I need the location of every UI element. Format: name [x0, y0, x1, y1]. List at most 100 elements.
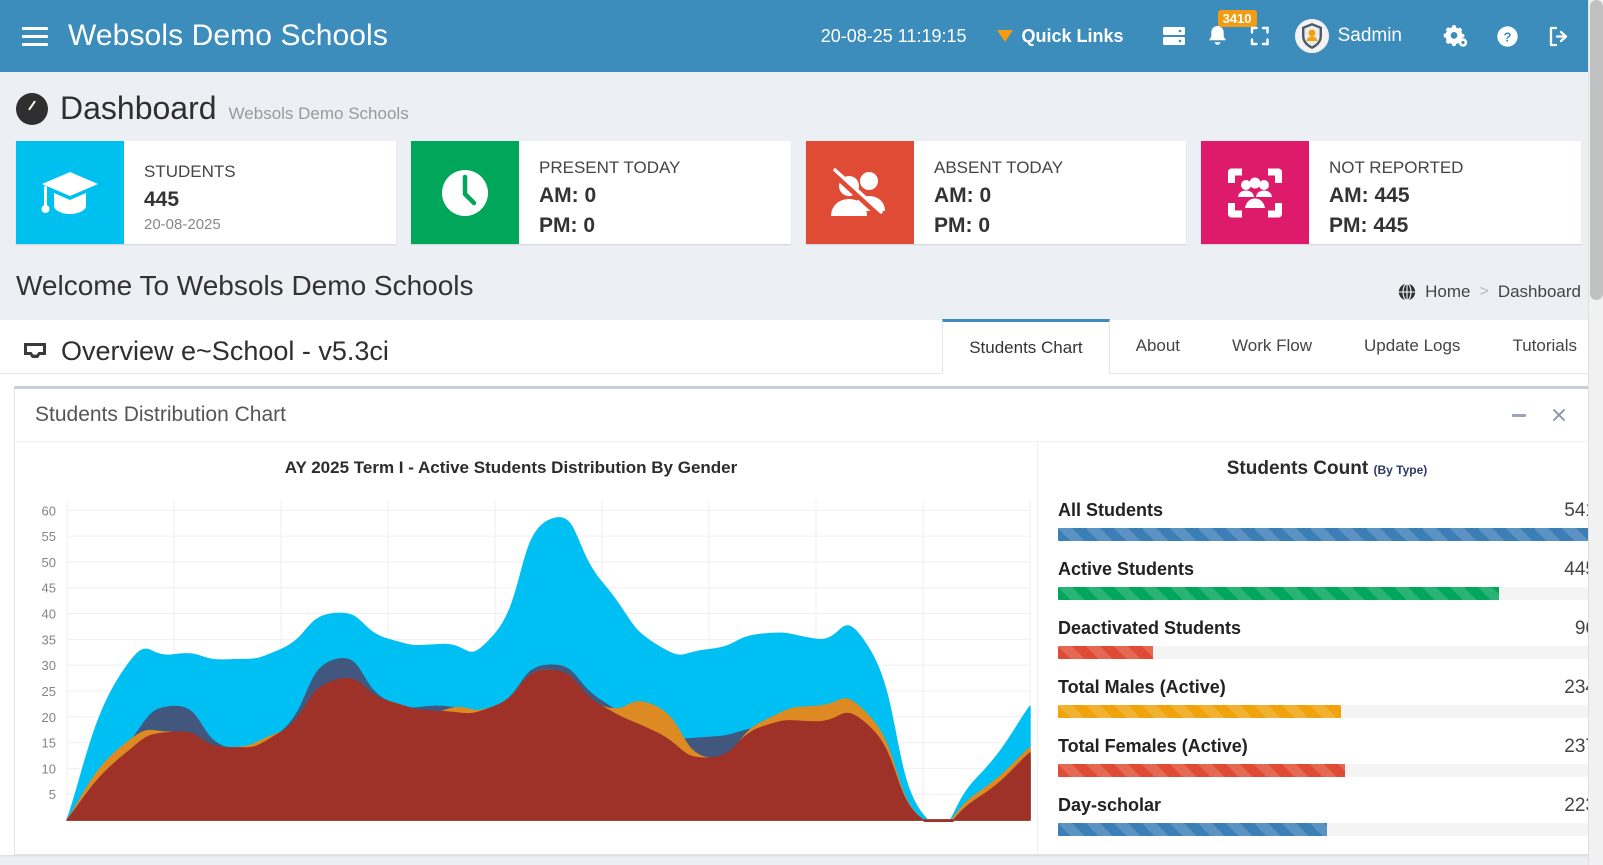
students-count-list: All Students 541 Active Students 445 Deactiv…: [1058, 500, 1596, 836]
help-icon[interactable]: ?: [1482, 0, 1533, 72]
count-progress-track: [1058, 587, 1596, 600]
svg-text:55: 55: [42, 529, 56, 544]
clock-icon: [411, 141, 519, 244]
content-header: Dashboard Websols Demo Schools: [0, 72, 1603, 127]
navbar-right-group: 20-08-25 11:19:15 Quick Links 3410: [821, 0, 1585, 72]
stat-card-not-reported[interactable]: NOT REPORTED AM: 445 PM: 445: [1201, 141, 1581, 244]
count-label: Day-scholar: [1058, 795, 1162, 815]
minimize-icon[interactable]: [1510, 406, 1528, 424]
svg-text:?: ?: [1504, 29, 1512, 44]
svg-text:35: 35: [42, 632, 56, 647]
stat-card-present-today[interactable]: PRESENT TODAY AM: 0 PM: 0: [411, 141, 791, 244]
brand-title: Websols Demo Schools: [68, 19, 388, 52]
settings-gear-icon[interactable]: [1428, 0, 1482, 72]
chart-panel-tools: [1510, 406, 1568, 424]
username-label[interactable]: Sadmin: [1337, 25, 1402, 46]
triangle-down-icon: [996, 30, 1013, 42]
chart-title: AY 2025 Term I - Active Students Distrib…: [284, 458, 738, 477]
welcome-title: Welcome To Websols Demo Schools: [16, 270, 474, 301]
chart-panel: Students Distribution Chart AY 2025 Term…: [0, 374, 1603, 855]
tab-update-logs[interactable]: Update Logs: [1364, 336, 1461, 355]
count-row: Total Males (Active) 234: [1058, 677, 1596, 699]
tab-students-chart[interactable]: Students Chart: [942, 319, 1110, 374]
chart-panel-inner: Students Distribution Chart AY 2025 Term…: [14, 386, 1596, 855]
students-distribution-area-chart[interactable]: 5 10 15 20 25 30 35 40 45 50 55 60: [15, 492, 1037, 830]
svg-text:5: 5: [49, 787, 56, 802]
page-scrollbar-thumb[interactable]: [1590, 0, 1603, 300]
count-item: Deactivated Students 96: [1058, 618, 1596, 659]
stat-sub: 20-08-2025: [144, 216, 221, 234]
notification-bell-icon[interactable]: 3410: [1196, 0, 1257, 72]
count-progress-track: [1058, 823, 1596, 836]
count-label: Total Males (Active): [1058, 677, 1226, 697]
svg-text:25: 25: [42, 684, 56, 699]
breadcrumb-separator: >: [1479, 283, 1489, 300]
svg-text:60: 60: [42, 503, 56, 518]
count-progress-bar: [1058, 764, 1345, 777]
students-count-title: Students Count (By Type): [1058, 458, 1596, 480]
chart-panel-header: Students Distribution Chart: [15, 389, 1588, 442]
fullscreen-icon[interactable]: [1239, 0, 1281, 72]
page-title: Dashboard: [60, 90, 217, 126]
globe-icon: [1398, 283, 1416, 301]
clock-display: 20-08-25 11:19:15: [820, 25, 967, 46]
count-item: Total Males (Active) 234: [1058, 677, 1596, 718]
stat-card-body: PRESENT TODAY AM: 0 PM: 0: [519, 141, 680, 244]
count-label: Deactivated Students: [1058, 618, 1242, 638]
stat-value-am: AM: 0: [539, 184, 597, 207]
count-progress-bar: [1058, 705, 1341, 718]
svg-text:30: 30: [42, 658, 56, 673]
students-count-heading: Students Count: [1226, 458, 1369, 479]
stat-value-pm: PM: 0: [934, 213, 991, 237]
tab-work-flow[interactable]: Work Flow: [1232, 336, 1313, 355]
tabs-group: Students Chart About Work Flow Update Lo…: [942, 319, 1603, 374]
overview-title-group: Overview e~School - v5.3ci: [22, 336, 389, 373]
overview-box-header: Overview e~School - v5.3ci Students Char…: [0, 319, 1603, 374]
count-progress-track: [1058, 646, 1596, 659]
stat-label: ABSENT TODAY: [934, 158, 1064, 178]
tab-tutorials[interactable]: Tutorials: [1512, 336, 1577, 355]
count-item: Day-scholar 223: [1058, 795, 1596, 836]
chart-canvas-wrap: 5 10 15 20 25 30 35 40 45 50 55 60: [15, 492, 1037, 830]
page-scrollbar[interactable]: [1588, 0, 1603, 865]
overview-title: Overview e~School - v5.3ci: [61, 336, 389, 366]
breadcrumb-home[interactable]: Home: [1425, 282, 1471, 301]
chart-panel-title: Students Distribution Chart: [35, 403, 286, 426]
tab-about[interactable]: About: [1135, 336, 1181, 355]
stat-value-pm: PM: 445: [1329, 213, 1409, 237]
count-progress-track: [1058, 764, 1596, 777]
page-title-row: Dashboard Websols Demo Schools: [16, 90, 1581, 127]
stat-card-students[interactable]: STUDENTS 445 20-08-2025: [16, 141, 396, 244]
server-icon[interactable]: [1152, 0, 1196, 72]
svg-text:45: 45: [42, 581, 56, 596]
stat-card-absent-today[interactable]: ABSENT TODAY AM: 0 PM: 0: [806, 141, 1186, 244]
quick-links-button[interactable]: Quick Links: [996, 26, 1124, 47]
logout-icon[interactable]: [1533, 0, 1585, 72]
count-row: All Students 541: [1058, 500, 1596, 522]
stat-label: STUDENTS: [144, 162, 236, 182]
stat-card-body: ABSENT TODAY AM: 0 PM: 0: [914, 141, 1063, 244]
inbox-icon: [24, 342, 46, 358]
close-icon[interactable]: [1550, 406, 1568, 424]
users-scan-icon: [1201, 141, 1309, 244]
stat-value-pm: PM: 0: [539, 213, 596, 237]
avatar[interactable]: [1294, 19, 1329, 53]
count-label: Active Students: [1058, 559, 1195, 579]
svg-text:50: 50: [42, 555, 56, 570]
count-row: Day-scholar 223: [1058, 795, 1596, 817]
stat-value-am: AM: 0: [934, 184, 992, 207]
count-progress-bar: [1058, 587, 1500, 600]
count-row: Total Females (Active) 237: [1058, 736, 1596, 758]
notification-badge: 3410: [1217, 10, 1257, 27]
distribution-chart-column: AY 2025 Term I - Active Students Distrib…: [15, 442, 1037, 854]
user-slash-icon: [806, 141, 914, 244]
hamburger-icon[interactable]: [22, 23, 48, 49]
count-progress-track: [1058, 705, 1596, 718]
stat-cards-row: STUDENTS 445 20-08-2025 PRESENT TODAY AM…: [0, 127, 1603, 244]
breadcrumb: Home > Dashboard: [1398, 282, 1581, 302]
count-row: Deactivated Students 96: [1058, 618, 1596, 640]
stat-value-am: AM: 445: [1329, 184, 1410, 207]
count-item: Total Females (Active) 237: [1058, 736, 1596, 777]
students-count-column: Students Count (By Type) All Students 541…: [1037, 442, 1603, 854]
stat-label: PRESENT TODAY: [539, 158, 681, 178]
